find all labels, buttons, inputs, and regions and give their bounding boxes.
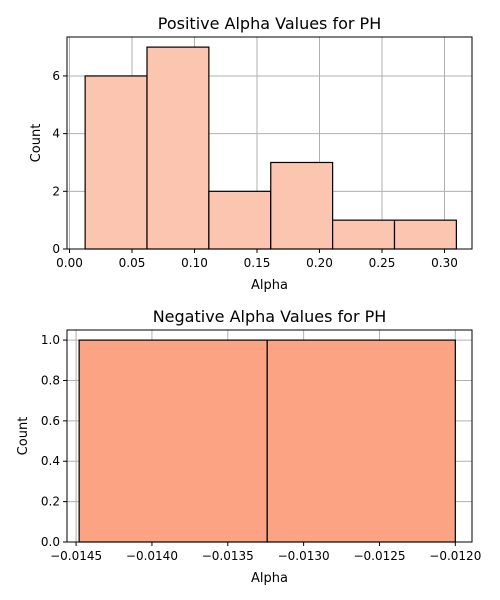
y-axis-label: Count (29, 124, 44, 163)
x-tick-label: −0.0145 (50, 549, 102, 563)
y-tick-label: 6 (52, 69, 60, 83)
plot-frame (66, 329, 473, 543)
histogram-bar (332, 219, 396, 250)
x-axis-label: Alpha (251, 571, 288, 586)
histogram-bar (266, 339, 456, 543)
x-tick-label: −0.0130 (278, 549, 330, 563)
y-tick-label: 0.6 (41, 414, 60, 428)
x-tick-label: 0.20 (306, 256, 333, 270)
y-tick-label: 0.2 (41, 495, 60, 509)
chart-title: Negative Alpha Values for PH (153, 307, 387, 326)
y-axis-label: Count (16, 417, 31, 456)
x-tick-label: −0.0135 (202, 549, 254, 563)
x-tick-label: 0.05 (119, 256, 146, 270)
chart-title: Positive Alpha Values for PH (158, 14, 381, 33)
y-tick-label: 4 (52, 127, 60, 141)
y-tick-label: 0.4 (41, 454, 60, 468)
histogram-bar (270, 161, 334, 250)
histogram-bar (393, 219, 457, 250)
x-tick-label: 0.25 (369, 256, 396, 270)
x-tick-label: −0.0140 (126, 549, 178, 563)
histogram-bar (78, 339, 268, 543)
negative-alpha-histogram: −0.0145 −0.0140 −0.0135 −0.0130 −0.0125 −0.01… (16, 307, 481, 586)
x-tick-label: −0.0125 (353, 549, 405, 563)
y-tick-label: 2 (52, 184, 60, 198)
x-tick-label: −0.0120 (429, 549, 481, 563)
x-tick-label: 0.10 (181, 256, 208, 270)
y-tick-label: 0.0 (41, 535, 60, 549)
histogram-bar (208, 190, 272, 250)
histogram-bar (84, 75, 148, 250)
x-tick-label: 0.30 (431, 256, 458, 270)
x-tick-label: 0.15 (244, 256, 271, 270)
histogram-bar (146, 46, 210, 250)
plot-frame (66, 36, 473, 250)
y-tick-label: 0.8 (41, 373, 60, 387)
y-tick-label: 1.0 (41, 333, 60, 347)
x-tick-label: 0.00 (56, 256, 83, 270)
x-axis-label: Alpha (251, 278, 288, 293)
positive-alpha-histogram: 0.00 0.05 0.10 0.15 0.20 0.25 0.30 0 2 4 6 Positive… (29, 14, 473, 293)
y-tick-label: 0 (52, 242, 60, 256)
